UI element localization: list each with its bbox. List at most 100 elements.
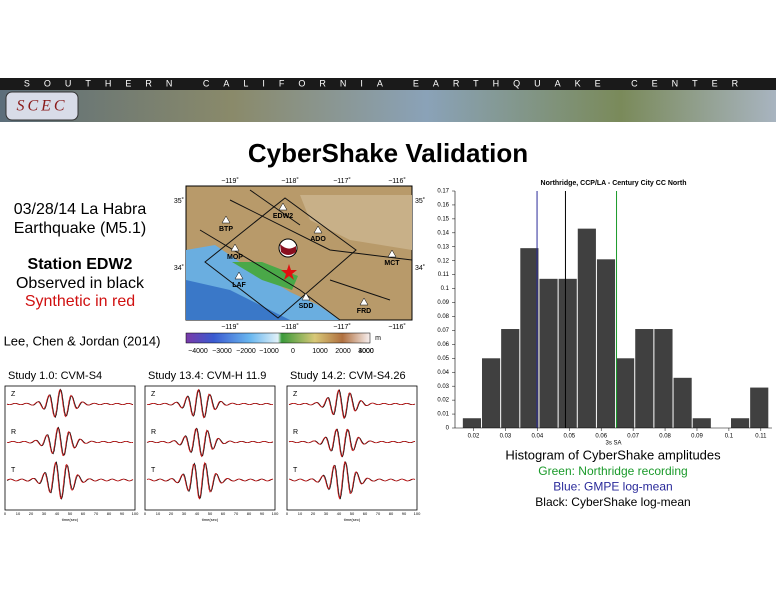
station-label: ADO — [310, 236, 326, 243]
station-label: MCT — [384, 260, 400, 267]
colorbar-label: −1000 — [259, 348, 279, 355]
component-label: R — [151, 429, 156, 436]
x-tick-label: 0.09 — [691, 434, 703, 440]
lon-label: −118˚ — [281, 323, 299, 331]
bar — [750, 387, 769, 428]
lon-label: −119˚ — [221, 323, 239, 331]
bar — [481, 358, 501, 428]
time-tick-label: 20 — [29, 511, 34, 516]
slide-title: CyberShake Validation — [248, 138, 528, 168]
y-tick-label: 0.06 — [437, 342, 449, 348]
time-tick-label: 50 — [350, 511, 355, 516]
x-tick-label: 0.08 — [659, 434, 671, 440]
time-tick-label: 60 — [221, 511, 226, 516]
bar — [673, 377, 692, 428]
synthetic-note: Synthetic in red — [25, 293, 135, 310]
banner-strip — [0, 78, 776, 90]
y-tick-label: 0.04 — [437, 370, 449, 376]
y-tick-label: 0.05 — [437, 356, 449, 362]
bar — [596, 259, 616, 428]
station-marker — [221, 215, 231, 224]
station-marker — [278, 202, 288, 211]
component-label: Z — [11, 391, 16, 398]
component-label: R — [293, 429, 298, 436]
time-tick-label: 30 — [324, 511, 329, 516]
station-marker — [301, 292, 311, 301]
y-tick-label: 0.15 — [437, 216, 449, 222]
station-label: LAF — [232, 282, 246, 289]
component-label: T — [151, 467, 156, 474]
colorbar-label: 4000 — [358, 348, 374, 355]
time-tick-label: 40 — [337, 511, 342, 516]
x-tick-label: 0.11 — [755, 434, 767, 440]
station-label: SDD — [299, 303, 314, 310]
time-tick-label: 60 — [363, 511, 368, 516]
colorbar-label: −4000 — [188, 348, 208, 355]
time-tick-label: 80 — [107, 511, 112, 516]
component-label: T — [11, 467, 16, 474]
time-tick-label: 20 — [311, 511, 316, 516]
banner-text: SOUTHERN CALIFORNIA EARTHQUAKE CENTER — [24, 78, 752, 88]
component-label: Z — [151, 391, 156, 398]
colorbar-label: −2000 — [236, 348, 256, 355]
waveform — [146, 428, 274, 458]
x-tick-label: 0.07 — [627, 434, 639, 440]
bar — [501, 329, 520, 428]
x-tick-label: 0.06 — [595, 434, 607, 440]
component-label: T — [293, 467, 298, 474]
caption-line: Black: CyberShake log-mean — [535, 495, 690, 509]
colorbar-label: 0 — [291, 348, 295, 355]
time-tick-label: 100 — [414, 511, 421, 516]
time-tick-label: 0 — [286, 511, 289, 516]
x-tick-label: 0.03 — [500, 434, 512, 440]
waveform — [288, 461, 416, 500]
y-tick-label: 0.03 — [437, 384, 449, 390]
lon-label: −116˚ — [388, 323, 406, 331]
lat-label: 35˚ — [415, 197, 425, 205]
station-marker — [234, 271, 244, 280]
time-tick-label: 90 — [260, 511, 265, 516]
x-tick-label: 0.05 — [563, 434, 575, 440]
bar — [539, 278, 558, 428]
lat-label: 35˚ — [174, 197, 184, 205]
colorbar — [185, 332, 371, 344]
y-tick-label: 0.14 — [437, 230, 449, 236]
time-tick-label: 50 — [208, 511, 213, 516]
waveform — [288, 389, 416, 419]
time-tick-label: 70 — [234, 511, 239, 516]
waveform — [288, 428, 416, 458]
event-line: Earthquake (M5.1) — [14, 220, 147, 237]
time-tick-label: 60 — [81, 511, 86, 516]
lon-label: −118˚ — [281, 177, 299, 185]
y-tick-label: 0.02 — [437, 398, 449, 404]
y-tick-label: 0.11 — [438, 272, 450, 278]
citation: Lee, Chen & Jordan (2014) — [4, 333, 161, 348]
component-label: R — [11, 429, 16, 436]
y-tick-label: 0 — [446, 426, 450, 432]
time-tick-label: 70 — [94, 511, 99, 516]
y-tick-label: 0.12 — [437, 258, 449, 264]
station-marker — [359, 297, 369, 306]
lon-label: −117˚ — [333, 177, 351, 185]
time-tick-label: 0 — [4, 511, 7, 516]
map — [185, 185, 413, 321]
time-tick-label: 20 — [169, 511, 174, 516]
bar — [635, 329, 654, 428]
station-label: FRD — [357, 308, 371, 315]
caption-line: Green: Northridge recording — [538, 464, 687, 478]
colorbar-label: 2000 — [335, 348, 351, 355]
waveform — [6, 389, 134, 418]
waveform — [6, 461, 134, 500]
observed-note: Observed in black — [16, 275, 145, 292]
time-tick-label: 80 — [389, 511, 394, 516]
lat-label: 34˚ — [174, 264, 184, 272]
bar — [616, 358, 635, 428]
colorbar-label: 3000 — [358, 348, 374, 355]
y-tick-label: 0.01 — [437, 412, 449, 418]
station-name: Station EDW2 — [28, 256, 133, 273]
y-tick-label: 0.1 — [441, 286, 450, 292]
time-tick-label: 90 — [120, 511, 125, 516]
time-axis-label: time(sec) — [202, 517, 219, 522]
chart-title: Northridge, CCP/LA - Century City CC Nor… — [541, 180, 687, 187]
